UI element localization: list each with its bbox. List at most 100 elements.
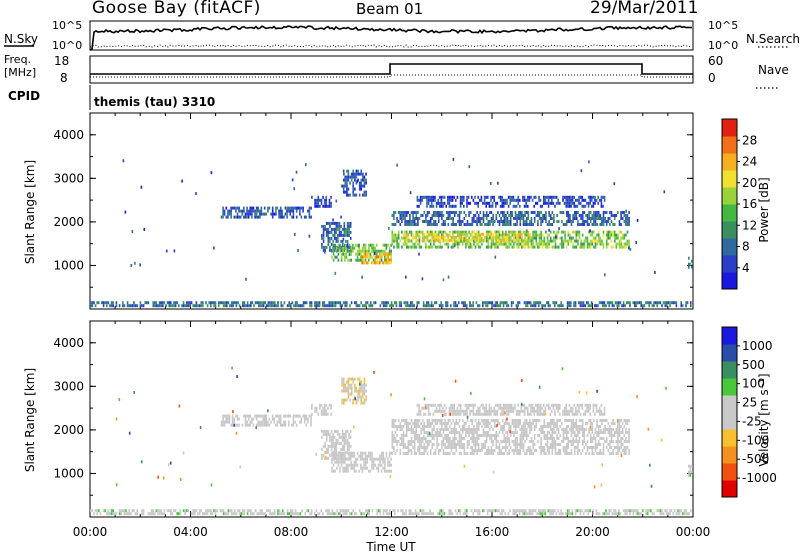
scatter-cell (549, 236, 552, 240)
scatter-cell (569, 220, 571, 223)
scatter-cell (453, 437, 456, 440)
scatter-cell (340, 246, 343, 250)
scatter-cell (349, 512, 351, 516)
scatter-echo (588, 160, 590, 164)
scatter-cell (527, 232, 529, 236)
scatter-cell (625, 437, 627, 440)
scatter-cell (341, 429, 344, 433)
scatter-cell (179, 509, 182, 513)
scatter-cell (481, 449, 483, 452)
scatter-cell (337, 438, 339, 442)
scatter-cell (341, 227, 344, 231)
scatter-cell (691, 265, 693, 269)
scatter-cell (469, 403, 471, 407)
scatter-cell (588, 211, 590, 214)
scatter-echo (453, 244, 456, 248)
scatter-cell (333, 221, 336, 225)
scatter-cell (270, 212, 272, 216)
scatter-cell (459, 512, 462, 516)
scatter-cell (158, 301, 161, 305)
scatter-cell (362, 392, 364, 396)
scatter-cell (591, 230, 594, 234)
scatter-cell (394, 452, 397, 455)
scatter-cell (241, 209, 244, 213)
scatter-cell (238, 417, 240, 421)
scatter-cell (439, 230, 442, 234)
scatter-cell (487, 452, 490, 455)
scatter-cell (321, 429, 323, 433)
scatter-cell (325, 509, 327, 513)
scatter-cell (393, 446, 395, 449)
scatter-cell (503, 211, 506, 214)
scatter-cell (413, 449, 416, 452)
scatter-cell (230, 301, 233, 305)
scatter-cell (118, 512, 121, 516)
scatter-cell (514, 437, 517, 440)
scatter-cell (519, 443, 522, 446)
scatter-cell (527, 223, 530, 226)
scatter-cell (517, 449, 520, 452)
scatter-cell (150, 509, 153, 513)
scatter-cell (330, 406, 332, 410)
scatter-cell (621, 431, 624, 434)
scatter-cell (505, 446, 507, 449)
scatter-cell (467, 195, 470, 199)
scatter-cell (345, 441, 347, 445)
scatter-cell (345, 432, 347, 436)
scatter-cell (581, 449, 584, 452)
scatter-cell (460, 437, 462, 440)
scatter-cell (602, 446, 605, 449)
scatter-cell (283, 512, 286, 516)
scatter-cell (543, 201, 545, 205)
scatter-cell (474, 220, 477, 223)
scatter-cell (507, 406, 510, 410)
scatter-cell (623, 236, 626, 240)
scatter-cell (202, 512, 204, 516)
scatter-cell (355, 252, 357, 256)
scatter-cell (344, 451, 346, 455)
scatter-cell (509, 238, 512, 242)
scatter-cell (302, 301, 305, 305)
scatter-cell (513, 425, 515, 428)
scatter-cell (306, 301, 308, 305)
scatter-cell (190, 301, 193, 305)
scatter-echo (297, 249, 299, 253)
scatter-cell (109, 304, 111, 308)
scatter-cell (471, 434, 474, 437)
scatter-cell (530, 217, 533, 220)
scatter-cell (333, 227, 336, 231)
scatter-cell (554, 412, 556, 416)
scatter-cell (460, 446, 462, 449)
scatter-cell (516, 223, 518, 226)
scatter-cell (476, 449, 478, 452)
scatter-cell (335, 224, 338, 228)
scatter-cell (533, 434, 536, 437)
scatter-cell (405, 242, 408, 246)
scatter-cell (227, 301, 230, 305)
scatter-cell (402, 446, 405, 449)
scatter-cell (628, 419, 630, 422)
scatter-cell (250, 304, 252, 308)
scatter-cell (463, 204, 465, 208)
scatter-cell (477, 509, 479, 513)
scatter-cell (501, 230, 504, 234)
scatter-cell (583, 204, 585, 208)
scatter-cell (454, 509, 457, 513)
scatter-cell (532, 446, 534, 449)
scatter-cell (246, 301, 249, 305)
scatter-cell (553, 230, 555, 234)
scatter-cell (420, 437, 422, 440)
scatter-cell (360, 187, 362, 191)
scatter-cell (376, 252, 378, 256)
scatter-cell (357, 377, 359, 381)
scatter-cell (521, 217, 523, 220)
scatter-cell (347, 169, 350, 173)
scatter-cell (517, 304, 519, 308)
scatter-cell (360, 252, 362, 256)
scatter-cell (275, 423, 277, 427)
scatter-cell (363, 386, 366, 390)
scatter-cell (472, 304, 474, 308)
scatter-cell (332, 246, 335, 250)
scatter-cell (449, 431, 451, 434)
scatter-cell (333, 429, 336, 433)
